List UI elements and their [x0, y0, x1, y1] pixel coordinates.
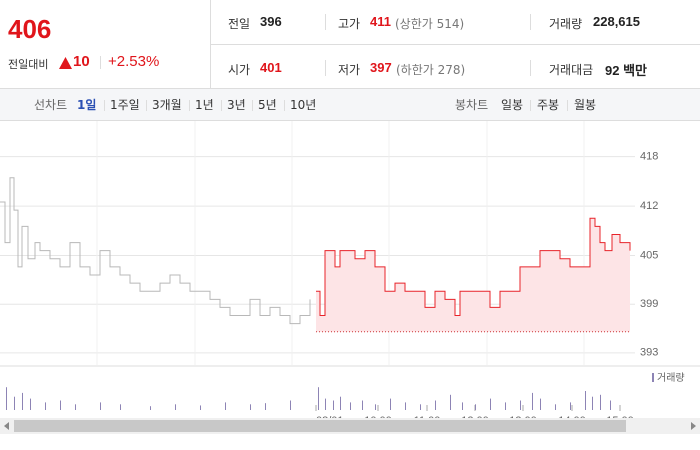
volume-bar — [22, 392, 23, 410]
area-fill — [316, 218, 630, 332]
volume-bar — [520, 400, 521, 410]
volume-bar — [120, 404, 121, 410]
volume-bar — [585, 391, 586, 410]
volume-bar — [405, 402, 406, 410]
stat-value: 397 — [370, 60, 392, 75]
volume-bar — [362, 400, 363, 410]
volume-bar — [60, 400, 61, 410]
volume-bar — [290, 400, 291, 410]
y-tick-label: 405 — [640, 249, 658, 261]
volume-bar — [450, 394, 451, 410]
candle-button[interactable]: 주봉 — [537, 98, 560, 112]
stat-extra: (하한가 278) — [396, 63, 466, 77]
volume-bar — [75, 404, 76, 410]
stat-label: 고가 — [338, 17, 361, 31]
volume-bar — [505, 402, 506, 410]
candle-button[interactable]: 월봉 — [574, 98, 597, 112]
stat-value: 92 백만 — [605, 63, 647, 78]
stat-label: 거래량 — [549, 17, 583, 31]
volume-bar — [265, 403, 266, 410]
volume-bar — [390, 398, 391, 410]
candle-button[interactable]: 일봉 — [501, 98, 524, 112]
volume-bar — [250, 404, 251, 410]
y-tick-label: 412 — [640, 200, 658, 212]
period-button[interactable]: 3년 — [227, 98, 246, 112]
volume-bar — [225, 402, 226, 410]
period-button[interactable]: 1일 — [77, 98, 97, 112]
scrollbar-thumb[interactable] — [14, 420, 626, 432]
period-button[interactable]: 1주일 — [110, 98, 140, 112]
stat-label: 시가 — [228, 63, 251, 77]
volume-bar — [490, 398, 491, 410]
volume-bar — [100, 402, 101, 410]
stat-value: 411 — [370, 14, 391, 29]
stat-value: 401 — [260, 60, 282, 75]
volume-bar — [570, 402, 571, 410]
period-button[interactable]: 1년 — [195, 98, 214, 112]
volume-bar — [45, 402, 46, 410]
y-tick-label: 393 — [640, 347, 658, 359]
volume-bar — [200, 405, 201, 410]
volume-bar — [532, 392, 533, 410]
legend-label: 거래량 — [657, 372, 685, 384]
volume-bar — [350, 402, 351, 410]
stat-label: 거래대금 — [549, 63, 594, 77]
stat-label: 전일 — [228, 17, 251, 31]
volume-bar — [150, 406, 151, 410]
line-chart-label: 선차트 — [34, 98, 68, 112]
volume-bar — [540, 398, 541, 410]
price-line — [0, 177, 311, 325]
stat-value: 228,615 — [593, 14, 640, 29]
volume-bar — [462, 402, 463, 410]
volume-bar — [555, 404, 556, 410]
volume-bar — [600, 394, 601, 410]
volume-bar — [375, 404, 376, 410]
up-arrow — [59, 57, 72, 69]
price-line — [316, 217, 631, 317]
volume-bar — [6, 387, 7, 410]
stat-label: 저가 — [338, 63, 361, 77]
period-button[interactable]: 10년 — [290, 98, 317, 112]
volume-bar — [435, 400, 436, 410]
volume-bar — [420, 404, 421, 410]
volume-bar — [610, 400, 611, 410]
scroll-right — [691, 422, 696, 430]
volume-bar — [592, 396, 593, 410]
rate: +2.53% — [108, 53, 160, 70]
period-button[interactable]: 5년 — [258, 98, 277, 112]
volume-bar — [333, 400, 334, 410]
current-price: 406 — [8, 14, 52, 44]
candle-chart-label: 봉차트 — [455, 98, 489, 112]
volume-bar — [14, 396, 15, 410]
change: 10 — [73, 53, 90, 70]
scroll-left — [4, 422, 9, 430]
y-tick-label: 418 — [640, 151, 658, 163]
volume-bar — [340, 396, 341, 410]
change-label: 전일대비 — [8, 58, 49, 71]
legend-swatch — [652, 373, 654, 382]
volume-bar — [30, 398, 31, 410]
volume-bar — [325, 398, 326, 410]
y-tick-label: 399 — [640, 298, 658, 310]
volume-bar — [175, 404, 176, 410]
volume-bar — [475, 404, 476, 410]
change-rate: +2.53% — [108, 53, 159, 70]
period-button[interactable]: 3개월 — [152, 98, 182, 112]
stat-extra: (상한가 514) — [395, 17, 465, 31]
stat-value: 396 — [260, 14, 282, 29]
volume-bar — [318, 387, 319, 410]
